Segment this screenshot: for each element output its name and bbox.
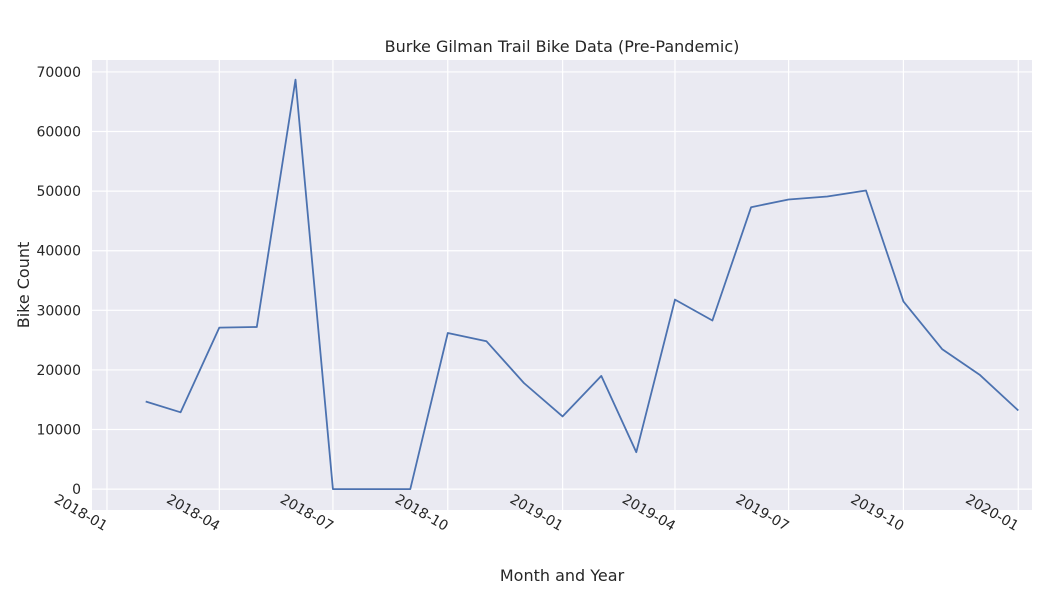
y-tick-label: 70000: [36, 65, 81, 81]
series-line: [145, 78, 1019, 491]
y-tick-label: 40000: [36, 244, 81, 260]
y-axis-label: Bike Count: [14, 242, 33, 329]
grid-lines: [92, 60, 1032, 510]
series-layer: [145, 78, 1019, 491]
y-axis-ticks: 0 10000 20000 30000 40000 50000 60000 70000: [36, 65, 81, 498]
x-axis-label: Month and Year: [500, 566, 625, 585]
y-tick-label: 50000: [36, 184, 81, 200]
y-tick-label: 20000: [36, 363, 81, 379]
y-tick-label: 10000: [36, 423, 81, 439]
y-tick-label: 0: [72, 482, 81, 498]
y-tick-label: 60000: [36, 125, 81, 141]
plot-background: [92, 60, 1032, 510]
chart-title: Burke Gilman Trail Bike Data (Pre-Pandem…: [385, 37, 740, 56]
y-tick-label: 30000: [36, 303, 81, 319]
